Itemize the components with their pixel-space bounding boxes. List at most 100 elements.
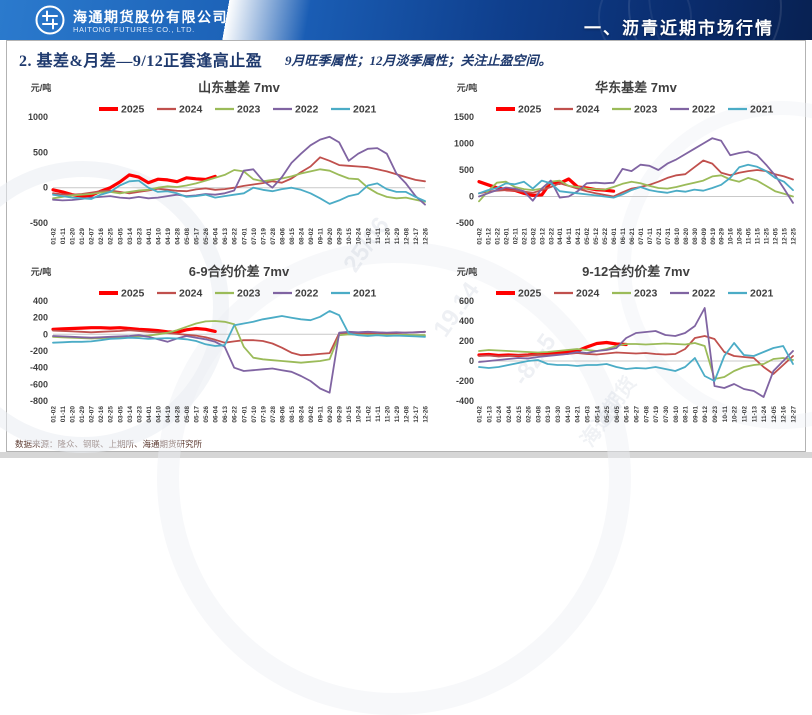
y-axis-unit: 元/吨 — [457, 82, 478, 93]
series-line-2025 — [51, 173, 217, 198]
legend-label-2022: 2022 — [692, 288, 716, 300]
legend-label-2023: 2023 — [634, 104, 658, 116]
x-tick-label: 04-28 — [175, 406, 182, 423]
x-tick-label: 09-29 — [337, 406, 344, 423]
chart-title: 山东基差 7mv — [198, 80, 280, 95]
y-tick-label: -500 — [456, 218, 474, 228]
x-tick-label: 02-26 — [526, 406, 533, 423]
x-tick-label: 08-30 — [692, 228, 699, 245]
y-tick-label: 400 — [33, 296, 48, 306]
x-tick-label: 06-05 — [614, 406, 621, 423]
x-tick-label: 02-25 — [108, 228, 115, 245]
x-tick-label: 09-12 — [702, 406, 709, 423]
x-tick-label: 11-05 — [746, 228, 753, 245]
series-line-2022 — [52, 330, 426, 394]
x-tick-label: 04-19 — [165, 406, 172, 423]
x-tick-label: 11-20 — [384, 228, 391, 245]
x-tick-label: 02-15 — [516, 406, 523, 423]
x-tick-label: 06-22 — [232, 406, 239, 423]
series-line-2024 — [52, 156, 426, 196]
y-tick-label: -600 — [30, 379, 48, 389]
x-tick-label: 08-10 — [674, 228, 681, 245]
x-tick-label: 08-24 — [299, 228, 306, 245]
y-tick-label: 0 — [469, 356, 474, 366]
company-name-en: HAITONG FUTURES CO., LTD. — [73, 25, 195, 35]
x-tick-label: 08-24 — [299, 406, 306, 423]
legend-label-2025: 2025 — [518, 104, 542, 116]
x-tick-label: 09-02 — [308, 406, 315, 423]
chart-eastchina-basis: 元/吨 华东基差 7mv 1500 1000 500 0 -500 01-02 01-12 01-… — [437, 73, 803, 259]
x-tick-label: 08-15 — [289, 406, 296, 423]
x-tick-label: 01-11 — [60, 228, 67, 245]
x-tick-label: 07-11 — [647, 228, 654, 245]
x-tick-label: 11-29 — [394, 228, 401, 245]
legend-label-2024: 2024 — [576, 104, 600, 116]
chart-9-12-spread: 元/吨 9-12合约价差 7mv 600 400 200 0 -200 -400 01-02 01… — [437, 257, 803, 453]
haitong-logo: 海通期货股份有限公司 HAITONG FUTURES CO., LTD. — [34, 4, 228, 40]
x-tick-label: 08-15 — [289, 228, 296, 245]
x-tick-label: 08-06 — [279, 228, 286, 245]
legend-label-2024: 2024 — [179, 104, 203, 116]
x-tick-label: 06-01 — [611, 228, 618, 245]
legend-label-2021: 2021 — [750, 104, 774, 116]
legend-label-2021: 2021 — [353, 288, 377, 300]
x-tick-label: 12-16 — [781, 406, 788, 423]
x-tick-label: 07-28 — [270, 228, 277, 245]
x-tick-label: 01-20 — [70, 228, 77, 245]
y-tick-label: -200 — [30, 346, 48, 356]
x-tick-label: 05-08 — [184, 228, 191, 245]
series-line-2023 — [52, 168, 426, 203]
x-tick-label: 12-05 — [773, 228, 780, 245]
x-tick-label: 11-24 — [761, 406, 768, 423]
series-line-2024 — [478, 335, 794, 375]
x-tick-label: 04-10 — [155, 228, 162, 245]
x-tick-label: 10-24 — [356, 228, 363, 245]
x-tick-label: 07-01 — [241, 406, 248, 423]
series-line-2025 — [51, 326, 217, 334]
x-tick-label: 12-17 — [413, 228, 420, 245]
chart-title: 9-12合约价差 7mv — [582, 264, 690, 279]
x-tick-label: 01-11 — [60, 406, 67, 423]
x-tick-label: 03-05 — [117, 228, 124, 245]
x-tick-label: 01-12 — [486, 228, 493, 245]
x-tick-label: 06-22 — [232, 228, 239, 245]
x-tick-label: 07-28 — [270, 406, 277, 423]
x-tick-label: 01-02 — [477, 406, 484, 423]
legend-label-2021: 2021 — [353, 104, 377, 116]
x-tick-label: 03-23 — [136, 228, 143, 245]
y-tick-label: -400 — [30, 363, 48, 373]
legend-label-2025: 2025 — [121, 288, 145, 300]
y-tick-label: 200 — [459, 336, 474, 346]
x-tick-label: 05-12 — [593, 228, 600, 245]
x-tick-label: 01-20 — [70, 406, 77, 423]
y-tick-label: 1500 — [454, 112, 474, 122]
x-tick-label: 11-11 — [375, 228, 382, 244]
legend-label-2023: 2023 — [237, 288, 261, 300]
x-tick-label: 08-20 — [683, 228, 690, 245]
x-tick-label: 01-29 — [79, 228, 86, 245]
legend-label-2025: 2025 — [518, 288, 542, 300]
legend-label-2025: 2025 — [121, 104, 145, 116]
x-tick-label: 11-02 — [741, 406, 748, 423]
company-name-cn: 海通期货股份有限公司 — [73, 10, 228, 26]
y-axis-unit: 元/吨 — [31, 82, 52, 93]
y-tick-label: 600 — [459, 296, 474, 306]
x-tick-label: 05-08 — [184, 406, 191, 423]
x-tick-label: 11-02 — [365, 228, 372, 245]
x-tick-label: 12-26 — [423, 406, 430, 423]
page-title: 2. 基差&月差—9/12正套逢高止盈 — [19, 53, 263, 70]
chart-title: 华东基差 7mv — [595, 80, 677, 95]
x-tick-label: 10-15 — [346, 228, 353, 245]
x-tick-label: 10-11 — [722, 406, 729, 423]
legend-label-2023: 2023 — [237, 104, 261, 116]
x-tick-label: 12-25 — [791, 228, 798, 245]
y-tick-label: 1000 — [454, 139, 474, 149]
x-tick-label: 05-25 — [604, 406, 611, 423]
x-tick-label: 08-06 — [279, 406, 286, 423]
x-tick-label: 09-20 — [327, 228, 334, 245]
x-tick-label: 01-29 — [79, 406, 86, 423]
x-tick-label: 11-13 — [751, 406, 758, 423]
legend-label-2022: 2022 — [692, 104, 716, 116]
